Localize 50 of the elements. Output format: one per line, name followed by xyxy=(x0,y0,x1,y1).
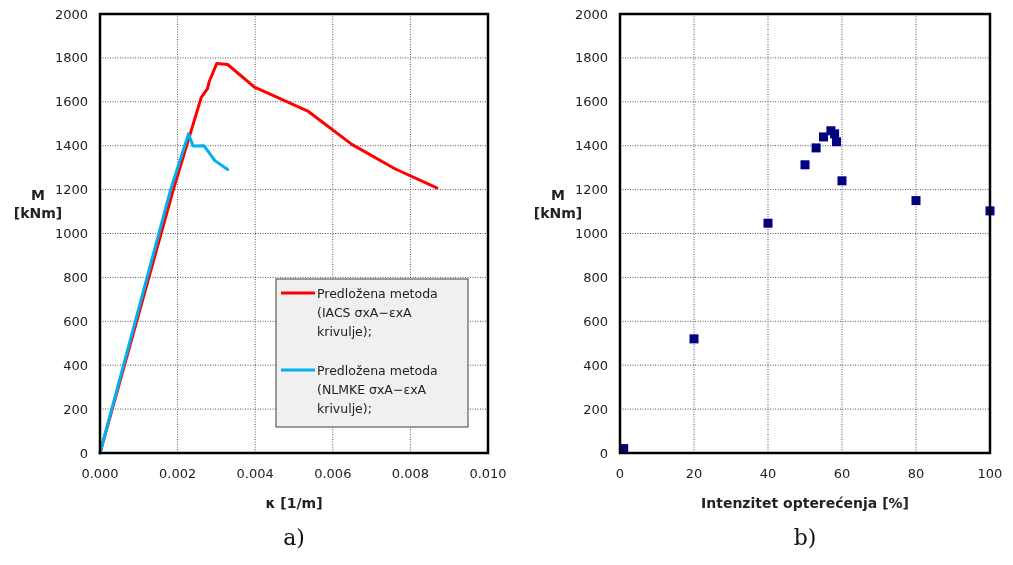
x-tick-label: 80 xyxy=(907,466,925,481)
x-tick-label: 0.004 xyxy=(236,466,274,481)
text: b) xyxy=(793,525,817,550)
y-tick-label: 200 xyxy=(583,401,608,417)
x-tick-label: 20 xyxy=(685,466,703,481)
text: a) xyxy=(283,525,305,550)
y-tick-label: 0 xyxy=(599,445,608,461)
y-tick-label: 800 xyxy=(583,269,608,285)
y-tick-label: 0 xyxy=(79,445,88,461)
point xyxy=(837,176,847,186)
y-tick-label: 1400 xyxy=(574,138,608,154)
point xyxy=(689,334,699,344)
point xyxy=(830,129,840,139)
y-tick-label: 200 xyxy=(63,401,88,417)
point xyxy=(763,218,773,228)
y-tick-label: 400 xyxy=(583,357,608,373)
y-tick-label: 2000 xyxy=(574,6,608,22)
x-tick-label: 40 xyxy=(759,466,777,481)
point xyxy=(800,160,810,170)
y-tick-label: 1800 xyxy=(54,50,88,66)
y-tick-label: 400 xyxy=(63,357,88,373)
x-tick-label: 60 xyxy=(833,466,851,481)
x-tick-label: 0.008 xyxy=(391,466,430,481)
y-tick-label: 1200 xyxy=(54,182,88,198)
x-tick-label: 100 xyxy=(977,466,1003,481)
y-tick-label: 600 xyxy=(63,313,88,329)
point xyxy=(811,143,821,153)
x-axis-title: κ [1/m] xyxy=(265,495,323,511)
y-tick-label: 800 xyxy=(63,269,88,285)
y-tick-label: 600 xyxy=(583,313,608,329)
point xyxy=(831,137,841,147)
x-tick-label: 0.006 xyxy=(314,466,352,481)
y-tick-label: 1800 xyxy=(574,50,608,66)
x-tick-label: 0.000 xyxy=(81,466,119,481)
point xyxy=(819,132,828,142)
legend-label: Predložena metoda (NLMKE σxA−εxA krivulje); xyxy=(317,363,438,416)
legend-label: Predložena metoda (IACS σxA−εxA krivulje); xyxy=(317,286,438,339)
y-tick-label: 1000 xyxy=(574,226,608,241)
point xyxy=(911,196,921,206)
y-tick-label: 1600 xyxy=(54,94,88,110)
y-tick-label: 2000 xyxy=(54,6,88,22)
y-tick-label: 1200 xyxy=(574,182,608,198)
y-tick-label: 1600 xyxy=(574,94,608,110)
y-tick-label: 1400 xyxy=(54,138,88,154)
x-tick-label: 0.002 xyxy=(158,466,197,481)
x-axis-title: Intenzitet opterećenja [%] xyxy=(701,495,909,511)
x-tick-label: 0 xyxy=(615,466,625,481)
x-tick-label: 0.010 xyxy=(469,466,507,481)
y-tick-label: 1000 xyxy=(54,226,88,241)
line-series xyxy=(98,132,230,455)
